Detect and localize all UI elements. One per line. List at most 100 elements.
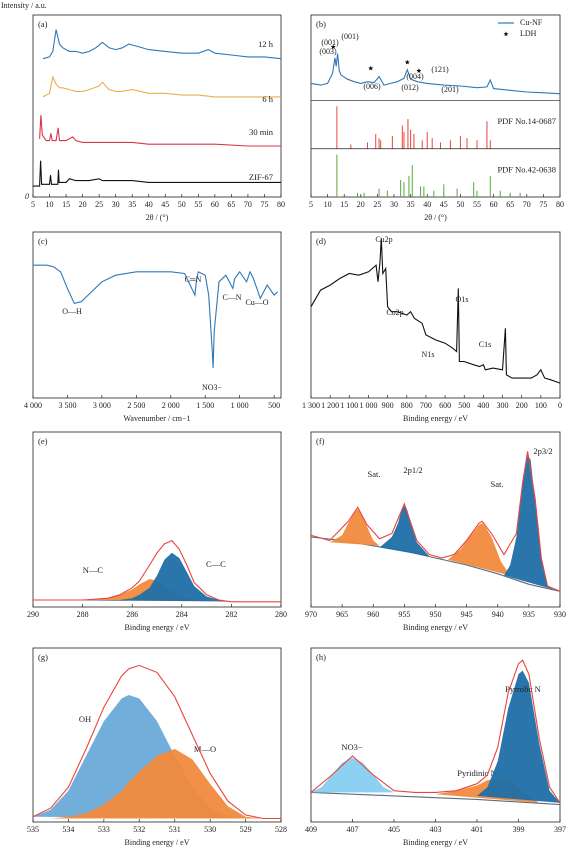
x-tick-label: 935	[523, 610, 535, 619]
x-axis-label: Binding energy / eV	[403, 623, 468, 632]
x-tick-label: 30	[112, 200, 120, 209]
annotation: NO3−	[202, 383, 223, 392]
spectrum-line	[310, 238, 561, 384]
x-tick-label: 405	[388, 825, 400, 834]
spectrum-line	[310, 659, 561, 804]
x-tick-label: 284	[176, 610, 188, 619]
x-tick-label: 60	[490, 200, 498, 209]
spectrum-line	[32, 664, 281, 820]
fit-component	[504, 454, 554, 590]
series-label: Pyridinic N	[457, 768, 496, 778]
x-axis-label: 2θ / (°)	[146, 213, 169, 222]
x-tick-label: 290	[27, 610, 39, 619]
x-tick-label: 1 100	[340, 401, 358, 410]
x-tick-label: 1 200	[321, 401, 339, 410]
frame	[310, 231, 561, 399]
x-tick-label: 55	[194, 200, 202, 209]
legend-text: LDH	[520, 29, 537, 38]
x-tick-label: 900	[382, 401, 394, 410]
x-tick-label: 288	[77, 610, 89, 619]
fit-component	[329, 509, 380, 546]
x-tick-label: 15	[340, 200, 348, 209]
annotation: C1s	[479, 340, 491, 349]
star-marker	[330, 44, 336, 49]
annotation: (121)	[431, 65, 449, 74]
spectrum-line	[39, 115, 281, 147]
panel-label: (a)	[38, 19, 48, 29]
star-marker	[368, 65, 374, 71]
fit-component	[311, 757, 394, 793]
reference-label: PDF No.14-0687	[497, 116, 556, 126]
series-label: Sat.	[368, 469, 381, 479]
x-tick-label: 30	[390, 200, 398, 209]
x-tick-label: 15	[62, 200, 70, 209]
annotation: (012)	[401, 83, 419, 92]
annotation: O—H	[62, 307, 82, 316]
panel-label: (g)	[38, 652, 48, 662]
series-label: Pyrrolic N	[505, 684, 541, 694]
spectrum-line	[42, 29, 282, 60]
spectrum-line	[42, 75, 281, 98]
x-tick-label: 945	[461, 610, 473, 619]
series-label: Sat.	[491, 479, 504, 489]
spectrum-line	[310, 451, 561, 592]
annotation: C—N	[222, 293, 241, 302]
series-label: 2p3/2	[533, 446, 552, 456]
x-tick-label: 535	[27, 825, 39, 834]
x-tick-label: 55	[473, 200, 481, 209]
x-tick-label: 280	[275, 610, 287, 619]
legend-text: Cu-NF	[520, 18, 543, 27]
x-tick-label: 282	[225, 610, 237, 619]
series-label: ZIF-67	[249, 172, 273, 182]
x-tick-label: 500	[458, 401, 470, 410]
annotation: (006)	[363, 82, 381, 91]
series-label: 30 min	[249, 127, 274, 137]
annotation: Cu—O	[245, 298, 268, 307]
x-tick-label: 20	[79, 200, 87, 209]
frame	[32, 14, 282, 198]
spectrum-line	[310, 791, 561, 806]
x-tick-label: 3 000	[93, 401, 111, 410]
series-label: NO3−	[341, 742, 363, 752]
x-tick-label: 800	[401, 401, 413, 410]
annotation: Cu2p	[375, 235, 392, 244]
x-tick-label: 35	[407, 200, 415, 209]
y-axis-label: Intensity / a.u.	[1, 1, 47, 10]
star-marker	[404, 59, 410, 65]
x-tick-label: 407	[347, 825, 359, 834]
x-axis-label: Binding energy / eV	[125, 838, 190, 847]
x-tick-label: 40	[145, 200, 153, 209]
series-label: 2p1/2	[403, 465, 422, 475]
x-tick-label: 397	[554, 825, 566, 834]
spectrum-line	[310, 53, 561, 95]
x-tick-label: 528	[275, 825, 287, 834]
x-tick-label: 403	[430, 825, 442, 834]
x-tick-label: 50	[456, 200, 464, 209]
x-tick-label: 45	[440, 200, 448, 209]
star-marker	[416, 68, 422, 73]
x-tick-label: 75	[539, 200, 547, 209]
x-axis-label: Binding energy / eV	[403, 414, 468, 423]
spectrum-line	[33, 160, 281, 187]
series-label: C—C	[206, 559, 226, 569]
x-tick-label: 70	[244, 200, 252, 209]
x-tick-label: 65	[227, 200, 235, 209]
fit-component	[448, 523, 511, 576]
x-tick-label: 35	[128, 200, 136, 209]
annotation: (004)	[406, 72, 424, 81]
x-tick-label: 2 000	[162, 401, 180, 410]
x-tick-label: 534	[62, 825, 74, 834]
reference-label: PDF No.42-0638	[497, 164, 556, 174]
spectrum-line	[33, 539, 281, 603]
x-tick-label: 1 000	[231, 401, 249, 410]
x-tick-label: 500	[268, 401, 280, 410]
x-tick-label: 80	[277, 200, 285, 209]
frame	[310, 14, 561, 198]
x-tick-label: 529	[240, 825, 252, 834]
x-axis-label: 2θ / (°)	[424, 213, 447, 222]
annotation: (201)	[441, 85, 459, 94]
x-tick-label: 286	[126, 610, 138, 619]
x-tick-label: 4 000	[24, 401, 42, 410]
x-tick-label: 0	[558, 401, 562, 410]
frame	[32, 431, 282, 608]
